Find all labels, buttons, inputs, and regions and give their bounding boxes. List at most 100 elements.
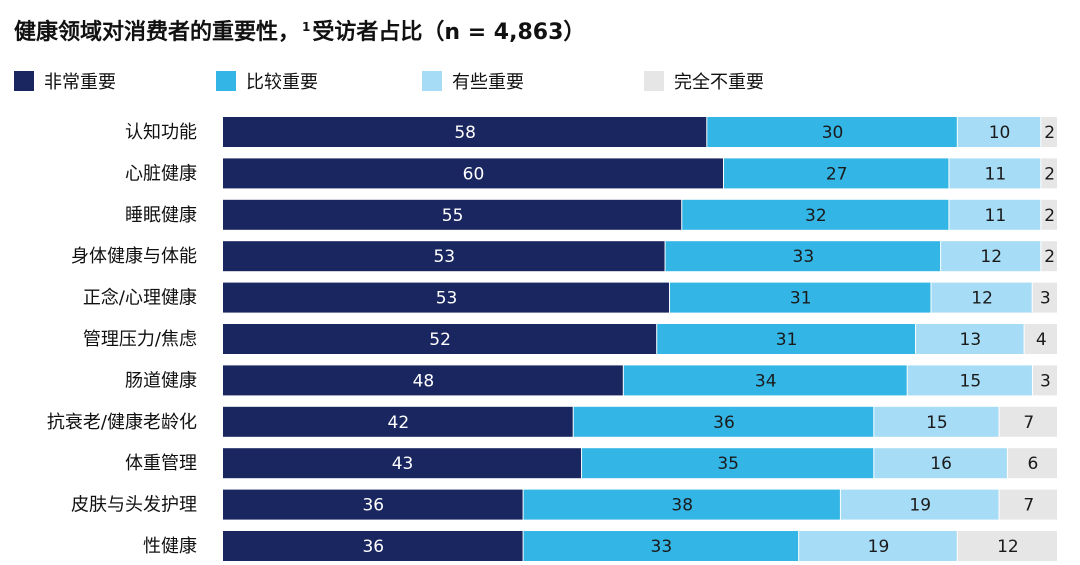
bar-segment — [1041, 241, 1057, 272]
data-label: 36 — [713, 413, 735, 433]
data-label: 34 — [755, 371, 777, 391]
category-label: 体重管理 — [125, 453, 197, 474]
data-label: 58 — [454, 123, 476, 143]
data-label: 15 — [926, 413, 948, 433]
data-label: 2 — [1044, 206, 1055, 226]
data-label: 3 — [1040, 289, 1051, 309]
data-label: 2 — [1044, 164, 1055, 184]
legend-item: 非常重要 — [14, 68, 116, 94]
bar-segment — [957, 531, 1057, 561]
data-label: 12 — [980, 247, 1002, 267]
legend-item: 完全不重要 — [644, 68, 764, 94]
category-label: 身体健康与体能 — [71, 246, 197, 267]
bar-segment — [957, 117, 1041, 147]
bar-segment — [523, 531, 799, 561]
legend-item: 有些重要 — [422, 68, 524, 94]
legend-swatch — [216, 71, 236, 91]
title-footnote: 1 — [302, 19, 311, 34]
bar-segment — [223, 324, 657, 354]
category-label: 睡眠健康 — [125, 205, 197, 226]
data-label: 19 — [868, 537, 890, 557]
data-label: 33 — [651, 537, 673, 557]
data-label: 19 — [909, 496, 931, 516]
bar-segment — [665, 241, 941, 272]
legend-label: 比较重要 — [246, 72, 318, 93]
data-label: 2 — [1044, 247, 1055, 267]
bar-segment — [573, 406, 874, 437]
category-label: 抗衰老/健康老龄化 — [47, 412, 197, 433]
bar-segment — [907, 365, 1032, 396]
data-label: 32 — [805, 206, 827, 226]
bar-segment — [670, 282, 931, 313]
legend-swatch — [644, 71, 664, 91]
legend-swatch — [422, 71, 442, 91]
bar-segment — [223, 489, 523, 520]
data-label: 48 — [413, 371, 435, 391]
bar-segment — [657, 324, 916, 354]
bar-segment — [949, 199, 1041, 230]
data-label: 12 — [997, 537, 1019, 557]
bar-segment — [223, 117, 707, 147]
chart-title-suffix: 受访者占比（n = 4,863） — [312, 20, 586, 45]
category-label: 心脏健康 — [125, 163, 197, 184]
data-label: 31 — [790, 289, 812, 309]
data-label: 31 — [776, 330, 798, 350]
bar-segment — [623, 365, 907, 396]
bar-segment — [1007, 448, 1057, 479]
bar-segment — [223, 241, 665, 272]
data-label: 2 — [1044, 123, 1055, 143]
bar-segment — [949, 158, 1041, 189]
bar-segment — [840, 489, 999, 520]
data-label: 10 — [989, 123, 1011, 143]
bar-segment — [1041, 199, 1057, 230]
category-label: 皮肤与头发护理 — [71, 495, 197, 516]
bar-segment — [1024, 324, 1057, 354]
data-label: 60 — [463, 164, 485, 184]
data-label: 55 — [442, 206, 464, 226]
legend-swatch — [14, 71, 34, 91]
data-label: 15 — [960, 371, 982, 391]
bar-segment — [682, 199, 949, 230]
bar-segment — [223, 448, 582, 479]
bar-segment — [1032, 365, 1057, 396]
bar-segment — [523, 489, 840, 520]
category-label: 认知功能 — [125, 122, 197, 143]
legend-label: 完全不重要 — [674, 72, 764, 93]
legend: 非常重要 比较重要 有些重要 完全不重要 — [14, 68, 1074, 94]
bar-segment — [724, 158, 949, 189]
chart-title: 健康领域对消费者的重要性， 1受访者占比（n = 4,863） — [14, 14, 585, 46]
data-label: 16 — [930, 454, 952, 474]
data-label: 4 — [1036, 330, 1047, 350]
data-label: 53 — [433, 247, 455, 267]
bar-segment — [941, 241, 1041, 272]
bar-segment — [931, 282, 1032, 313]
bar-segment — [223, 199, 682, 230]
category-label: 肠道健康 — [125, 370, 197, 391]
data-label: 3 — [1040, 371, 1051, 391]
legend-item: 比较重要 — [216, 68, 318, 94]
data-label: 43 — [392, 454, 414, 474]
bar-segment — [223, 365, 623, 396]
data-label: 36 — [362, 496, 384, 516]
data-label: 36 — [362, 537, 384, 557]
data-label: 7 — [1023, 496, 1034, 516]
legend-label: 非常重要 — [44, 72, 116, 93]
data-label: 53 — [436, 289, 458, 309]
bar-segment — [582, 448, 874, 479]
bar-segment — [874, 406, 999, 437]
bar-segment — [707, 117, 957, 147]
bar-segment — [874, 448, 1007, 479]
data-label: 33 — [793, 247, 815, 267]
data-label: 27 — [826, 164, 848, 184]
data-label: 7 — [1023, 413, 1034, 433]
data-label: 11 — [985, 206, 1007, 226]
data-label: 30 — [822, 123, 844, 143]
bar-segment — [999, 406, 1057, 437]
bar-segment — [799, 531, 957, 561]
category-label: 正念/心理健康 — [83, 287, 197, 309]
data-label: 6 — [1028, 454, 1039, 474]
bar-segment — [223, 282, 670, 313]
data-label: 12 — [971, 289, 993, 309]
data-label: 35 — [717, 454, 739, 474]
bar-segment — [999, 489, 1057, 520]
